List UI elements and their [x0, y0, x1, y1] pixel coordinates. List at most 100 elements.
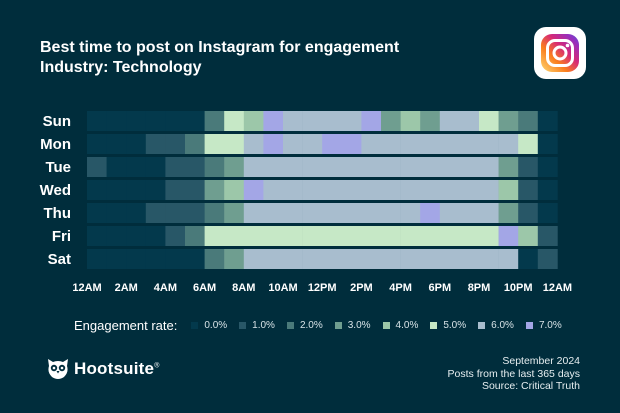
legend-label: 2.0% — [299, 319, 323, 331]
row-label-sat: Sat — [48, 251, 71, 268]
legend-label: 5.0% — [443, 319, 467, 331]
heat-cell-thu-4 — [165, 203, 186, 223]
heat-cell-sat-0 — [87, 249, 107, 269]
heat-cell-wed-16 — [400, 180, 421, 200]
x-tick-label-4: 8AM — [232, 282, 255, 294]
heat-cell-wed-13 — [341, 180, 362, 200]
heat-cell-fri-15 — [381, 226, 401, 246]
heat-cell-tue-8 — [243, 157, 264, 177]
heat-cell-sun-18 — [439, 111, 460, 131]
heat-cell-tue-18 — [439, 157, 460, 177]
row-label-wed: Wed — [40, 182, 71, 199]
heat-cell-sat-23 — [537, 249, 558, 269]
source-line-date: September 2024 — [502, 355, 580, 367]
heat-cell-wed-4 — [165, 180, 186, 200]
heat-cell-tue-0 — [87, 157, 107, 177]
heat-cell-sun-6 — [204, 111, 225, 131]
heat-cell-tue-14 — [361, 157, 382, 177]
heat-cell-mon-6 — [204, 134, 225, 154]
heat-cell-fri-16 — [400, 226, 421, 246]
heat-cell-tue-5 — [185, 157, 205, 177]
heat-cell-tue-4 — [165, 157, 186, 177]
legend-item-6: 6.0% — [478, 320, 514, 331]
row-label-sun: Sun — [43, 113, 71, 130]
heat-cell-fri-17 — [420, 226, 441, 246]
heat-cell-fri-8 — [243, 226, 264, 246]
heat-cell-tue-12 — [322, 157, 343, 177]
heat-cell-thu-10 — [283, 203, 303, 223]
heat-cell-wed-23 — [537, 180, 558, 200]
heat-cell-wed-10 — [283, 180, 303, 200]
heat-cell-sat-5 — [185, 249, 205, 269]
heat-cell-mon-11 — [302, 134, 323, 154]
x-tick-label-10: 8PM — [468, 282, 491, 294]
heat-cell-thu-17 — [420, 203, 441, 223]
heat-cell-wed-5 — [185, 180, 205, 200]
legend-item-1: 1.0% — [239, 320, 275, 331]
heat-cell-tue-6 — [204, 157, 225, 177]
heat-cell-wed-18 — [439, 180, 460, 200]
heat-cell-fri-10 — [283, 226, 303, 246]
heat-cell-tue-13 — [341, 157, 362, 177]
heat-cell-tue-11 — [302, 157, 323, 177]
heat-cell-wed-21 — [498, 180, 519, 200]
heat-cell-thu-5 — [185, 203, 205, 223]
legend-item-0: 0.0% — [191, 320, 227, 331]
heat-cell-thu-21 — [498, 203, 519, 223]
source-line-range: Posts from the last 365 days — [447, 367, 580, 380]
heat-cell-wed-22 — [518, 180, 539, 200]
x-tick-label-1: 2AM — [115, 282, 138, 294]
heat-cell-mon-17 — [420, 134, 441, 154]
source-note: September 2024 Posts from the last 365 d… — [448, 355, 580, 393]
x-tick-label-0: 12AM — [72, 282, 101, 294]
heat-cell-tue-19 — [459, 157, 480, 177]
heat-cell-thu-11 — [302, 203, 323, 223]
heat-cell-sat-19 — [459, 249, 480, 269]
heat-cell-tue-1 — [106, 157, 127, 177]
heat-cell-fri-2 — [126, 226, 147, 246]
brand-name: Hootsuite® — [74, 359, 160, 378]
heat-cell-sun-19 — [459, 111, 480, 131]
heat-cell-mon-14 — [361, 134, 382, 154]
heat-cell-fri-21 — [498, 226, 519, 246]
instagram-icon — [541, 34, 579, 72]
heat-cell-fri-18 — [439, 226, 460, 246]
legend-title: Engagement rate: — [74, 317, 178, 333]
heat-cell-wed-2 — [126, 180, 147, 200]
heat-cell-thu-15 — [381, 203, 401, 223]
heat-cell-thu-3 — [145, 203, 166, 223]
row-label-tue: Tue — [45, 159, 71, 176]
heat-cell-sun-5 — [185, 111, 205, 131]
hootsuite-logo: Hootsuite® — [46, 358, 160, 380]
legend-swatch — [478, 321, 486, 329]
heat-cell-sun-21 — [498, 111, 519, 131]
heat-cell-fri-4 — [165, 226, 186, 246]
heat-cell-thu-14 — [361, 203, 382, 223]
row-label-fri: Fri — [52, 228, 71, 245]
legend-item-3: 3.0% — [334, 319, 371, 331]
heat-cell-mon-8 — [243, 134, 264, 154]
heat-cell-sun-12 — [322, 111, 343, 131]
heat-cell-sat-17 — [420, 249, 441, 269]
heat-cell-wed-15 — [381, 180, 401, 200]
x-tick-label-5: 10AM — [268, 282, 297, 294]
heat-cell-thu-9 — [263, 203, 284, 223]
x-tick-label-2: 4AM — [154, 282, 177, 294]
heat-cell-sat-13 — [341, 249, 362, 269]
heat-cell-wed-9 — [263, 180, 284, 200]
heat-cell-fri-13 — [341, 226, 362, 246]
legend-swatch — [286, 321, 294, 329]
heat-cell-thu-12 — [322, 203, 343, 223]
heat-cell-mon-0 — [87, 134, 107, 154]
x-tick-label-7: 2PM — [350, 282, 373, 294]
heat-cell-mon-9 — [263, 134, 284, 154]
heat-cell-fri-1 — [106, 226, 127, 246]
legend-swatch — [334, 321, 342, 329]
legend-label: 3.0% — [347, 319, 371, 331]
heat-cell-sat-6 — [204, 249, 225, 269]
heat-cell-sun-2 — [126, 111, 147, 131]
heat-cell-sun-1 — [106, 111, 127, 131]
heat-cell-mon-23 — [537, 134, 558, 154]
x-tick-label-3: 6AM — [193, 282, 216, 294]
heat-cell-sat-14 — [361, 249, 382, 269]
